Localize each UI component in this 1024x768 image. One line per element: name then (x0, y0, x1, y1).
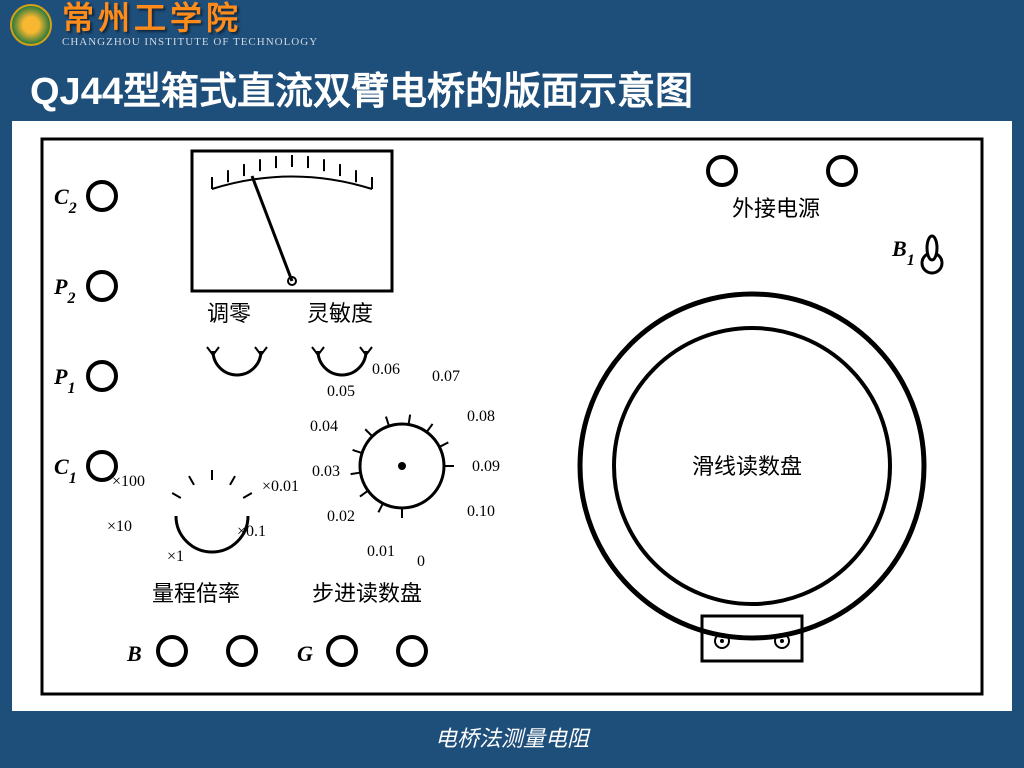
footer-caption: 电桥法测量电阻 (0, 711, 1024, 753)
svg-text:0.10: 0.10 (467, 503, 495, 520)
svg-text:0.07: 0.07 (432, 368, 460, 385)
svg-text:灵敏度: 灵敏度 (307, 301, 373, 326)
slide-title: QJ44型箱式直流双臂电桥的版面示意图 (0, 50, 1024, 121)
svg-text:C1: C1 (54, 454, 77, 487)
svg-text:0.04: 0.04 (310, 418, 338, 435)
svg-text:×10: ×10 (107, 518, 132, 535)
university-name-cn: 常州工学院 (62, 2, 318, 34)
svg-text:0.05: 0.05 (327, 383, 355, 400)
svg-text:量程倍率: 量程倍率 (152, 581, 240, 606)
university-name: 常州工学院 CHANGZHOU INSTITUTE OF TECHNOLOGY (62, 2, 318, 48)
svg-text:B: B (126, 641, 142, 666)
svg-text:×0.01: ×0.01 (262, 478, 299, 495)
instrument-diagram: C2 P2 P1 C1 外接电源 B G 调零 灵敏度 B1 ×100 ×10 ×1 ×0.1 ×0.01 量… (12, 121, 1012, 711)
svg-text:P2: P2 (53, 274, 75, 307)
svg-text:×100: ×100 (112, 473, 145, 490)
svg-text:P1: P1 (53, 364, 75, 397)
svg-text:B1: B1 (891, 236, 915, 269)
svg-text:0: 0 (417, 553, 425, 570)
svg-text:外接电源: 外接电源 (732, 196, 820, 221)
svg-text:滑线读数盘: 滑线读数盘 (692, 454, 802, 479)
svg-text:步进读数盘: 步进读数盘 (312, 581, 422, 606)
header: 常州工学院 CHANGZHOU INSTITUTE OF TECHNOLOGY (0, 0, 1024, 50)
svg-text:0.01: 0.01 (367, 543, 395, 560)
svg-text:调零: 调零 (207, 301, 251, 326)
svg-text:C2: C2 (54, 184, 77, 217)
diagram-panel: C2 P2 P1 C1 外接电源 B G 调零 灵敏度 B1 ×100 ×10 ×1 ×0.1 ×0.01 量… (12, 121, 1012, 711)
svg-text:×0.1: ×0.1 (237, 523, 266, 540)
svg-text:0.08: 0.08 (467, 408, 495, 425)
svg-text:0.03: 0.03 (312, 463, 340, 480)
university-name-en: CHANGZHOU INSTITUTE OF TECHNOLOGY (62, 36, 318, 48)
svg-text:G: G (297, 641, 313, 666)
svg-text:0.02: 0.02 (327, 508, 355, 525)
svg-text:×1: ×1 (167, 548, 184, 565)
svg-text:0.06: 0.06 (372, 361, 400, 378)
svg-text:0.09: 0.09 (472, 458, 500, 475)
university-logo-icon (10, 4, 52, 46)
